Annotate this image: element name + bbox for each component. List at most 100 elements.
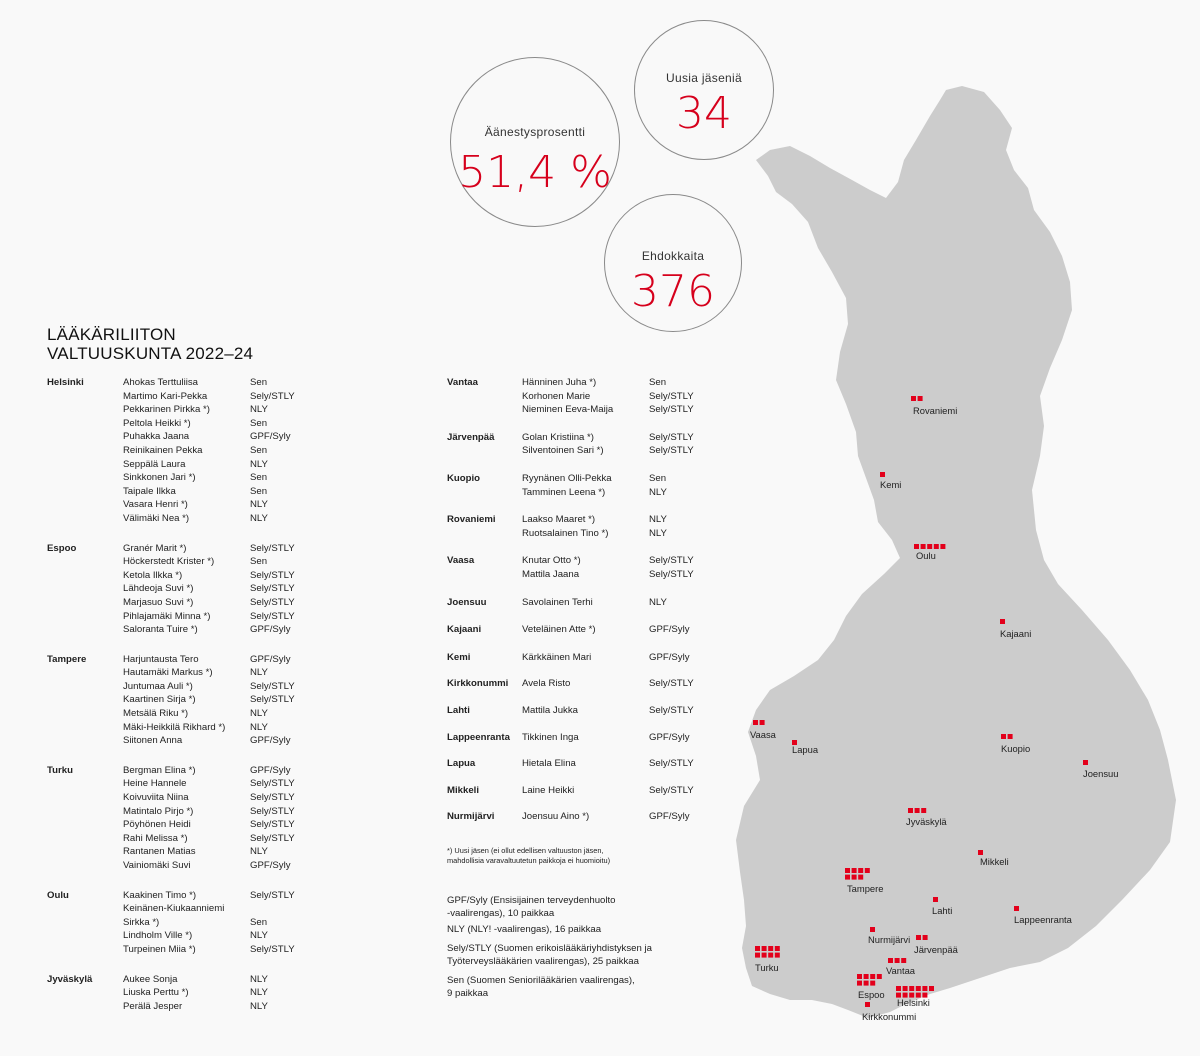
member-name: Tamminen Leena *) [522, 486, 606, 498]
member-row: Saloranta Tuire *) GPF/Syly [47, 623, 320, 637]
member-row: Silventoinen Sari *) Sely/STLY [447, 444, 719, 458]
seat-marker [914, 808, 920, 813]
member-electoral-group: NLY [250, 458, 268, 470]
finland-land-shape [736, 86, 1176, 1018]
member-name: Rahi Melissa *) [123, 832, 188, 844]
member-row: Lindholm Ville *) NLY [47, 929, 320, 943]
seat-marker [1001, 734, 1006, 739]
member-row: Lappeenranta Tikkinen Inga GPF/Syly [447, 731, 719, 745]
city-marker-label: Nurmijärvi [868, 934, 910, 945]
member-name: Sirkka *) [123, 916, 160, 928]
member-electoral-group: Sely/STLY [250, 680, 295, 692]
member-name: Pihlajamäki Minna *) [123, 610, 211, 622]
city-name [47, 832, 123, 846]
member-row: Tampere Harjuntausta Tero GPF/Syly [47, 653, 320, 667]
city-marker-lahti: Lahti [932, 897, 952, 916]
city-marker-label: Jyväskylä [906, 816, 947, 827]
seat-marker [909, 986, 915, 991]
member-row: Vainiomäki Suvi GPF/Syly [47, 859, 320, 873]
member-electoral-group: Sely/STLY [649, 445, 694, 457]
city-name: Jyväskylä [47, 973, 93, 985]
city-name [47, 610, 123, 624]
city-marker-label: Kuopio [1001, 743, 1030, 754]
city-name: Rovaniemi [447, 514, 496, 526]
member-electoral-group: Sely/STLY [649, 390, 694, 402]
member-electoral-group: Sely/STLY [250, 542, 295, 554]
member-electoral-group: Sen [250, 556, 268, 568]
city-name: Oulu [47, 889, 69, 901]
legend-nly: NLY (NLY! -vaalirengas), 16 paikkaa [447, 924, 601, 937]
city-name [47, 623, 123, 637]
city-name [47, 596, 123, 610]
member-row: Lahti Mattila Jukka Sely/STLY [447, 704, 719, 718]
member-name: Bergman Elina *) [123, 764, 196, 776]
candidates-value: 376 [631, 266, 715, 317]
legend-sen: Sen (Suomen Seniorilääkärien vaalirengas… [447, 975, 635, 1000]
legend-sen-line-1: Sen (Suomen Seniorilääkärien vaalirengas… [447, 975, 635, 986]
member-electoral-group: GPF/Syly [250, 431, 291, 443]
city-marker-label: Kajaani [1000, 628, 1031, 639]
member-row: Rovaniemi Laakso Maaret *) NLY [447, 513, 719, 527]
city-marker-jyväskylä: Jyväskylä [906, 808, 947, 827]
seat-marker [978, 850, 983, 855]
member-electoral-group: Sely/STLY [250, 694, 295, 706]
member-electoral-group: Sen [250, 377, 268, 388]
city-marker-label: Tampere [847, 883, 883, 894]
city-name [47, 1000, 123, 1014]
seat-marker [880, 472, 885, 477]
city-name [47, 680, 123, 694]
member-row: Perälä Jesper NLY [47, 1000, 320, 1014]
seat-marker [865, 1002, 870, 1007]
city-name [47, 430, 123, 444]
new-members-label: Uusia jäseniä [666, 71, 742, 85]
city-marker-label: Rovaniemi [913, 405, 957, 416]
member-name: Harjuntausta Tero [123, 653, 199, 665]
member-electoral-group: Sely/STLY [250, 596, 295, 608]
member-electoral-group: NLY [250, 499, 268, 511]
member-row: Ketola Ilkka *) Sely/STLY [47, 569, 320, 583]
member-row: Reinikainen Pekka Sen [47, 444, 320, 458]
seat-marker [755, 946, 760, 951]
page-title: LÄÄKÄRILIITON VALTUUSKUNTA 2022–24 [47, 325, 253, 363]
city-group: Järvenpää Golan Kristiina *) Sely/STLY Silv… [447, 431, 719, 458]
city-group: Rovaniemi Laakso Maaret *) NLY Ruotsalainen… [447, 513, 719, 540]
city-marker-helsinki: Helsinki [896, 986, 934, 1008]
member-electoral-group: NLY [649, 514, 667, 526]
member-electoral-group: Sely/STLY [250, 819, 295, 831]
right-member-list: Vantaa Hänninen Juha *) Sen Korhonen Marie S… [447, 376, 719, 824]
seat-marker [1007, 734, 1013, 739]
member-row: Siitonen Anna GPF/Syly [47, 734, 320, 748]
seat-marker [896, 986, 901, 991]
city-name [447, 568, 522, 582]
legend-sen-line-2: 9 paikkaa [447, 987, 489, 999]
city-name: Vantaa [447, 377, 478, 388]
city-name [47, 582, 123, 596]
city-name [47, 707, 123, 721]
member-row: Hautamäki Markus *) NLY [47, 666, 320, 680]
city-marker-label: Helsinki [897, 997, 930, 1008]
seat-marker [876, 974, 882, 979]
city-name [47, 818, 123, 832]
seat-marker [774, 946, 780, 951]
city-marker-kemi: Kemi [880, 472, 901, 490]
seat-marker [753, 720, 758, 725]
city-name [47, 555, 123, 569]
seat-marker [870, 974, 876, 979]
city-group: Kemi Kärkkäinen Mari GPF/Syly [447, 651, 719, 665]
city-name [447, 486, 522, 500]
member-electoral-group: NLY [250, 930, 268, 942]
city-group: Nurmijärvi Joensuu Aino *) GPF/Syly [447, 810, 719, 824]
member-name: Lindholm Ville *) [123, 930, 193, 942]
legend-sely-line-2: Työterveyslääkärien vaalirengas), 25 pai… [447, 955, 639, 967]
seat-marker [894, 958, 900, 963]
seat-marker [858, 874, 864, 880]
seat-marker [858, 868, 864, 873]
member-electoral-group: NLY [649, 527, 667, 539]
seat-marker [914, 544, 919, 549]
city-group: Mikkeli Laine Heikki Sely/STLY [447, 784, 719, 798]
member-name: Sinkkonen Jari *) [123, 472, 196, 484]
member-row: Helsinki Ahokas Terttuliisa Sen [47, 376, 320, 390]
seat-marker [927, 544, 933, 549]
city-name [47, 666, 123, 680]
seat-marker [909, 992, 915, 998]
